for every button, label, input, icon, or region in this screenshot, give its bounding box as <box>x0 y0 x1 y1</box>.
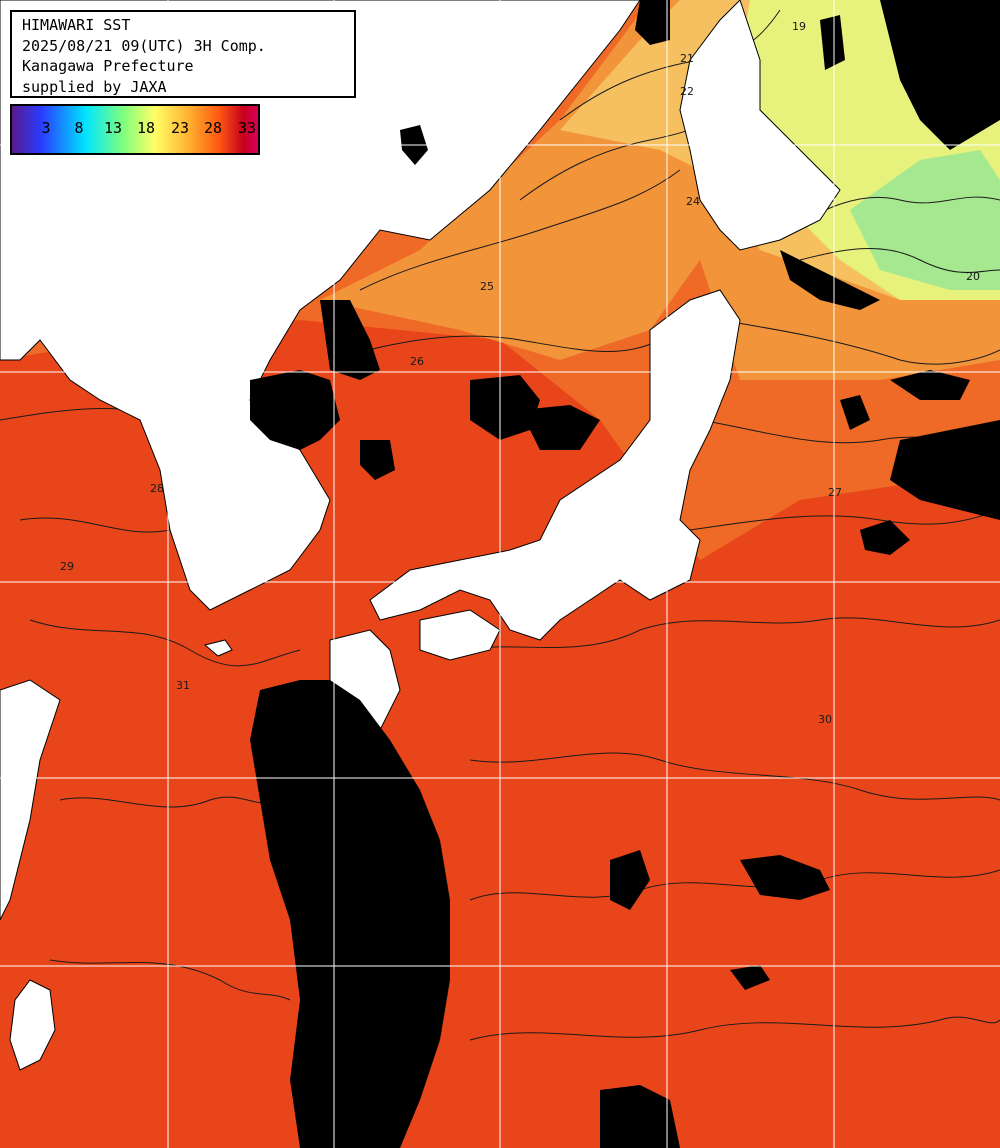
legend-tick: 3 <box>41 119 51 137</box>
contour-line <box>459 617 1000 651</box>
cloud-mask <box>860 520 910 555</box>
cloud-mask <box>250 680 450 1148</box>
temperature-legend: 3 8 13 18 23 28 33 <box>10 104 260 155</box>
cloud-mask <box>520 405 600 450</box>
contour-label: 27 <box>828 486 842 499</box>
legend-tick: 33 <box>237 119 257 137</box>
contour-label: 24 <box>686 195 700 208</box>
legend-tick: 23 <box>170 119 190 137</box>
contour-line <box>49 959 291 1001</box>
cloud-mask <box>250 370 340 450</box>
cloud-mask <box>780 250 880 310</box>
map-region: Kanagawa Prefecture <box>22 57 194 75</box>
contour-label: 29 <box>60 560 74 573</box>
cloud-mask <box>820 15 845 70</box>
legend-ticks: 3 8 13 18 23 28 33 <box>12 119 258 141</box>
contour-label: 25 <box>480 280 494 293</box>
contour-label: 30 <box>818 713 832 726</box>
shikoku-land <box>419 609 501 661</box>
contour-line <box>719 319 1000 365</box>
contour-label: 19 <box>792 20 806 33</box>
cloud-cover <box>250 0 1000 1148</box>
taiwan-land <box>9 979 56 1071</box>
hokkaido-land <box>679 0 841 251</box>
map-title: HIMAWARI SST <box>22 16 131 34</box>
cloud-mask <box>600 1085 680 1148</box>
contour-label: 22 <box>680 85 694 98</box>
jeju-island <box>203 639 233 657</box>
cloud-mask <box>740 855 830 900</box>
contour-labels: 21 22 19 24 25 26 27 28 29 30 31 20 <box>60 20 980 726</box>
contour-line <box>329 335 661 361</box>
contour-lines <box>0 9 1000 1041</box>
coldest-sea-zone <box>850 150 1000 290</box>
contour-label: 20 <box>966 270 980 283</box>
map-credit: supplied by JAXA <box>22 77 167 96</box>
contour-line <box>59 796 271 808</box>
map-timestamp: 2025/08/21 09(UTC) 3H Comp. <box>22 36 266 55</box>
legend-color-bar <box>12 106 258 153</box>
cloud-mask <box>610 850 650 910</box>
cloud-mask <box>470 375 540 440</box>
legend-tick: 18 <box>136 119 156 137</box>
honshu-land <box>369 289 741 641</box>
cloud-mask <box>360 440 395 480</box>
contour-label: 21 <box>680 52 694 65</box>
contour-line <box>799 247 1000 273</box>
legend-tick: 13 <box>103 119 123 137</box>
cloud-mask <box>730 965 770 990</box>
contour-line <box>29 619 301 667</box>
contour-label: 31 <box>176 679 190 692</box>
cloud-mask <box>890 370 970 400</box>
contour-line <box>689 509 1000 531</box>
map-info-box: HIMAWARI SST 2025/08/21 09(UTC) 3H Comp.… <box>10 10 356 98</box>
legend-tick: 8 <box>74 119 84 137</box>
cloud-mask <box>880 0 1000 150</box>
contour-line <box>469 869 1000 901</box>
contour-line <box>469 752 1000 801</box>
contour-line <box>469 1016 1000 1041</box>
cloud-mask <box>635 0 670 45</box>
cloud-mask <box>320 300 380 380</box>
contour-label: 26 <box>410 355 424 368</box>
cloud-mask <box>890 420 1000 520</box>
contour-label: 28 <box>150 482 164 495</box>
legend-tick: 28 <box>203 119 223 137</box>
contour-line <box>359 169 681 291</box>
china-coast-land <box>0 679 61 921</box>
cloud-mask <box>840 395 870 430</box>
